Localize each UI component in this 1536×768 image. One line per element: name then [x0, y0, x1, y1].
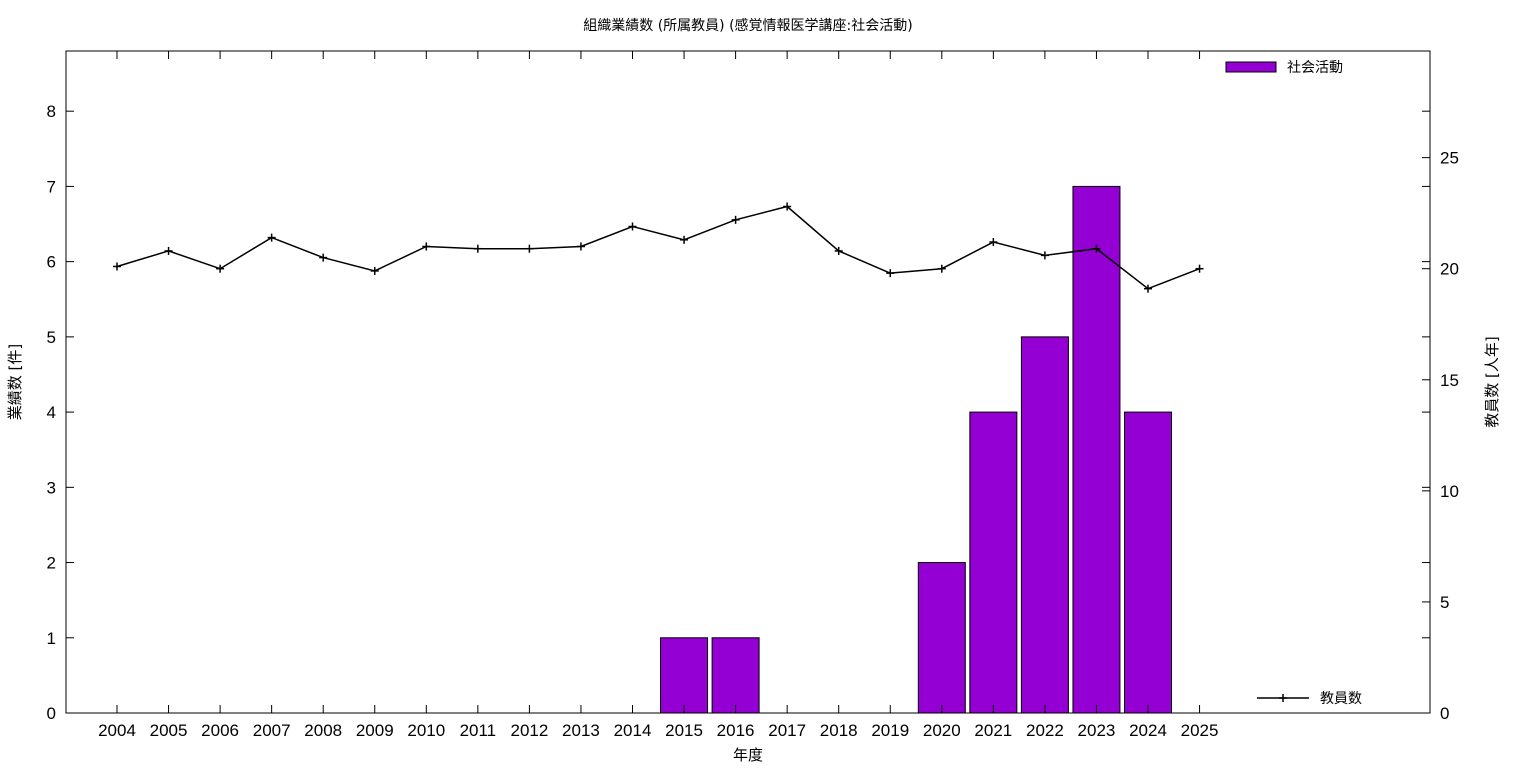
y-tick-label: 7: [47, 177, 56, 196]
chart-title: 組織業績数 (所属教員) (感覚情報医学講座:社会活動): [583, 17, 912, 34]
y2-tick-label: 5: [1440, 593, 1449, 612]
x-tick-label: 2010: [407, 721, 445, 740]
x-tick-label: 2012: [510, 721, 548, 740]
x-tick-label: 2009: [356, 721, 394, 740]
line-point: [1144, 284, 1152, 293]
bar: [1020, 336, 1069, 714]
x-tick-label: 2015: [665, 721, 703, 740]
x-tick-label: 2008: [304, 721, 342, 740]
y2-axis-label: 教員数 [人年]: [1483, 336, 1501, 427]
y-axis-label: 業績数 [件]: [6, 344, 24, 420]
line-point: [164, 246, 173, 255]
line-point: [370, 266, 379, 275]
line-point: [113, 262, 121, 271]
line-point: [1040, 251, 1049, 260]
line-point: [473, 244, 482, 253]
plot-area: [65, 50, 1431, 714]
plot-frame: [65, 50, 1431, 714]
line-point: [216, 264, 225, 273]
line-point: [267, 233, 276, 242]
x-tick-label: 2016: [717, 721, 755, 740]
x-tick-label: 2013: [562, 721, 600, 740]
y-tick-label: 5: [47, 328, 56, 347]
x-tick-label: 2005: [150, 721, 188, 740]
x-tick-label: 2019: [871, 721, 909, 740]
line-series: [113, 202, 1204, 293]
bar: [917, 562, 966, 714]
y-tick-label: 0: [47, 704, 56, 723]
y-tick-label: 2: [47, 554, 56, 573]
x-tick-label: 2018: [820, 721, 858, 740]
x-axis-label: 年度: [733, 746, 763, 764]
bar: [969, 411, 1018, 714]
y-tick-label: 1: [47, 629, 56, 648]
bar: [1124, 411, 1172, 714]
x-tick-label: 2004: [98, 721, 136, 740]
x-tick-label: 2007: [253, 721, 291, 740]
line-point: [576, 242, 585, 251]
y2-tick-label: 0: [1440, 704, 1449, 723]
x-tick-label: 2021: [974, 721, 1012, 740]
line-point: [628, 222, 637, 231]
legend-line-label: 教員数: [1320, 691, 1362, 707]
y2-tick-label: 20: [1440, 260, 1459, 279]
x-tick-label: 2024: [1129, 721, 1167, 740]
x-tick-label: 2014: [614, 721, 652, 740]
x-tick-label: 2017: [768, 721, 806, 740]
y2-tick-label: 10: [1440, 482, 1459, 501]
line-point: [680, 235, 689, 244]
legend-line-entry: 教員数: [1257, 691, 1362, 707]
x-tick-label: 2025: [1181, 721, 1219, 740]
line-point: [525, 244, 534, 253]
line-point: [731, 215, 740, 224]
line-point: [937, 264, 946, 273]
bar: [1072, 185, 1121, 714]
x-tick-label: 2006: [201, 721, 239, 740]
line-path: [116, 205, 1200, 290]
y-tick-label: 6: [47, 253, 56, 272]
bar-series: [660, 185, 1172, 714]
y-tick-label: 4: [47, 403, 56, 422]
bar: [660, 637, 709, 714]
line-point: [783, 202, 792, 211]
legend-bar-entry: 社会活動: [1225, 60, 1343, 76]
y2-tick-label: 25: [1440, 149, 1459, 168]
line-point: [989, 238, 998, 247]
line-point: [834, 246, 843, 255]
bar: [711, 637, 760, 714]
legend-bar-label: 社会活動: [1287, 60, 1343, 76]
line-point: [1092, 244, 1101, 253]
x-tick-label: 2020: [923, 721, 961, 740]
x-tick-label: 2011: [460, 721, 497, 740]
legend-bar-swatch: [1225, 61, 1277, 73]
line-point: [319, 253, 328, 262]
y-tick-label: 8: [47, 102, 56, 121]
line-point: [886, 269, 895, 278]
y2-tick-label: 15: [1440, 371, 1459, 390]
x-tick-label: 2022: [1026, 721, 1064, 740]
y-tick-label: 3: [47, 478, 56, 497]
x-tick-label: 2023: [1078, 721, 1116, 740]
line-point: [1195, 264, 1204, 273]
line-point: [422, 242, 431, 251]
